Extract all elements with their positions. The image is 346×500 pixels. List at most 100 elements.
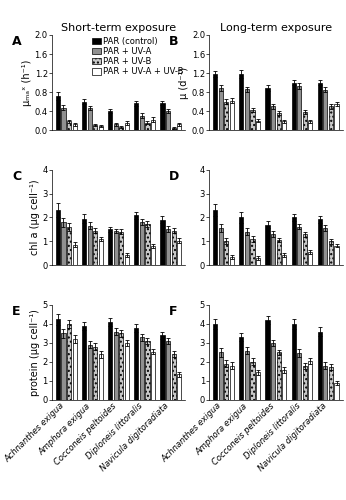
Bar xyxy=(125,255,129,265)
Bar xyxy=(145,224,149,265)
Bar xyxy=(308,122,312,130)
Bar xyxy=(251,110,255,130)
Bar xyxy=(276,113,281,130)
Bar xyxy=(323,366,327,400)
Bar xyxy=(99,126,103,130)
Text: D: D xyxy=(169,170,180,183)
Bar xyxy=(67,122,71,130)
Bar xyxy=(88,345,92,400)
Y-axis label: μₘₐˣ (h⁻¹): μₘₐˣ (h⁻¹) xyxy=(22,60,32,106)
Bar xyxy=(161,336,165,400)
Bar xyxy=(329,366,333,400)
Bar xyxy=(73,245,77,265)
Bar xyxy=(219,228,223,265)
Bar xyxy=(213,210,217,265)
Bar xyxy=(245,232,249,265)
Bar xyxy=(271,343,275,400)
Bar xyxy=(134,104,138,130)
Bar xyxy=(271,106,275,130)
Bar xyxy=(282,370,286,400)
Bar xyxy=(67,227,71,265)
Bar xyxy=(265,88,270,130)
Bar xyxy=(297,86,301,130)
Bar xyxy=(114,231,118,265)
Bar xyxy=(88,226,92,265)
Bar xyxy=(256,258,260,265)
Bar xyxy=(297,226,301,265)
Bar xyxy=(239,74,244,130)
Bar xyxy=(61,222,66,265)
Bar xyxy=(303,234,307,265)
Bar xyxy=(67,324,71,400)
Bar xyxy=(219,352,223,400)
Bar xyxy=(213,74,217,130)
Bar xyxy=(172,354,176,400)
Bar xyxy=(108,230,112,265)
Bar xyxy=(297,353,301,400)
Bar xyxy=(230,366,234,400)
Bar xyxy=(114,332,118,400)
Bar xyxy=(134,215,138,265)
Bar xyxy=(318,332,322,400)
Bar xyxy=(230,100,234,130)
Bar xyxy=(82,102,86,130)
Bar xyxy=(292,218,296,265)
Bar xyxy=(323,90,327,130)
Bar xyxy=(224,102,228,130)
Bar xyxy=(213,324,217,400)
Bar xyxy=(224,364,228,400)
Bar xyxy=(335,246,339,265)
Bar xyxy=(276,352,281,400)
Bar xyxy=(329,106,333,130)
Bar xyxy=(140,116,144,130)
Bar xyxy=(177,241,181,265)
Bar xyxy=(256,372,260,400)
Bar xyxy=(335,104,339,130)
Bar xyxy=(271,234,275,265)
Bar xyxy=(82,218,86,265)
Bar xyxy=(166,111,170,130)
Bar xyxy=(318,82,322,130)
Bar xyxy=(239,338,244,400)
Bar xyxy=(245,350,249,400)
Title: Long-term exposure: Long-term exposure xyxy=(220,23,332,33)
Bar xyxy=(177,374,181,400)
Bar xyxy=(219,88,223,130)
Bar xyxy=(145,341,149,400)
Bar xyxy=(93,126,97,130)
Bar xyxy=(88,108,92,130)
Text: F: F xyxy=(169,305,178,318)
Bar xyxy=(114,124,118,130)
Bar xyxy=(329,242,333,265)
Bar xyxy=(56,210,60,265)
Bar xyxy=(292,324,296,400)
Text: E: E xyxy=(12,305,20,318)
Text: C: C xyxy=(12,170,21,183)
Y-axis label: μ (d⁻¹): μ (d⁻¹) xyxy=(179,66,189,98)
Bar xyxy=(99,354,103,400)
Bar xyxy=(172,128,176,130)
Bar xyxy=(172,230,176,265)
Bar xyxy=(108,322,112,400)
Bar xyxy=(308,252,312,265)
Text: B: B xyxy=(169,35,179,48)
Bar xyxy=(292,82,296,130)
Bar xyxy=(56,96,60,130)
Bar xyxy=(73,339,77,400)
Bar xyxy=(119,334,124,400)
Bar xyxy=(265,224,270,265)
Bar xyxy=(140,222,144,265)
Bar xyxy=(251,362,255,400)
Bar xyxy=(99,239,103,265)
Text: A: A xyxy=(12,35,21,48)
Bar xyxy=(82,326,86,400)
Bar xyxy=(151,246,155,265)
Bar xyxy=(134,328,138,400)
Y-axis label: protein (μg cell⁻¹): protein (μg cell⁻¹) xyxy=(29,309,39,396)
Bar xyxy=(93,347,97,400)
Bar xyxy=(125,123,129,130)
Bar xyxy=(256,120,260,130)
Bar xyxy=(308,361,312,400)
Bar xyxy=(282,255,286,265)
Bar xyxy=(119,127,124,130)
